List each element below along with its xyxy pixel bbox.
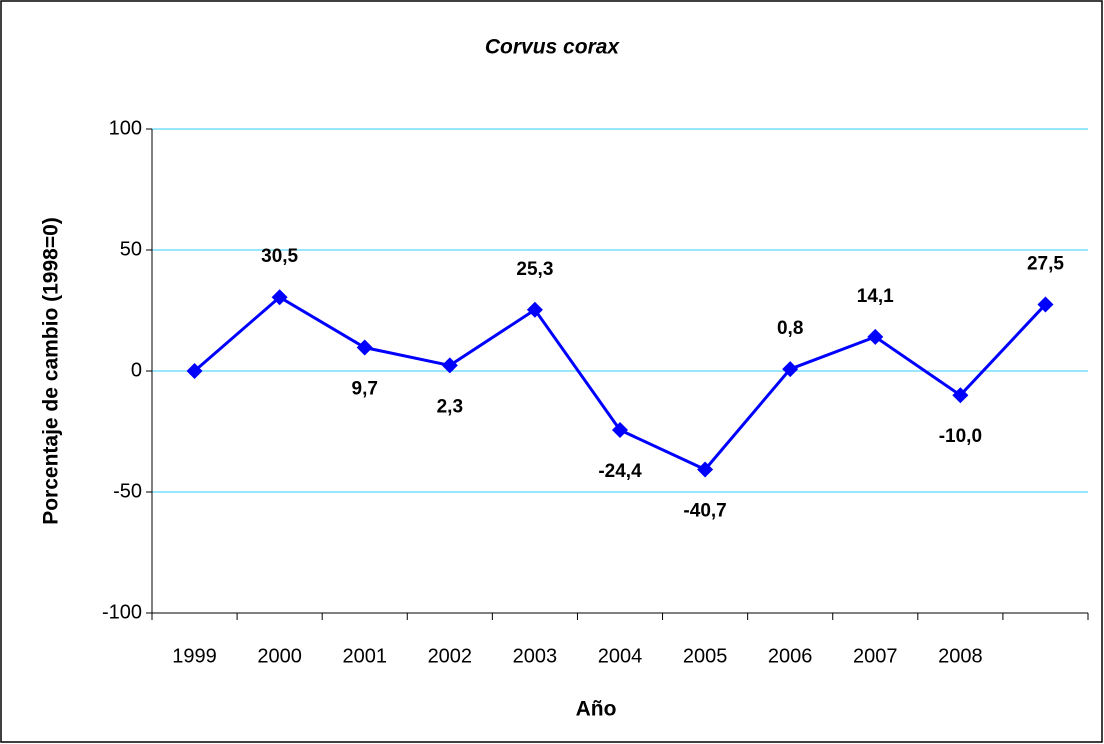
y-tick-label: -100 <box>102 601 142 623</box>
chart-title: Corvus corax <box>485 36 621 59</box>
y-tick-label: 0 <box>131 359 142 381</box>
x-tick-label: 2000 <box>257 645 302 667</box>
data-point <box>441 357 458 374</box>
x-tick-label: 2002 <box>428 645 473 667</box>
data-label: 27,5 <box>1027 253 1064 274</box>
y-tick-label: 50 <box>120 238 142 260</box>
y-tick-label: 100 <box>109 117 142 139</box>
x-axis-label: Año <box>576 698 617 721</box>
data-label: -10,0 <box>939 426 982 447</box>
data-label: 30,5 <box>261 246 298 267</box>
y-axis-label: Porcentaje de cambio (1998=0) <box>40 217 63 525</box>
data-point <box>612 422 628 439</box>
x-tick-label: 2005 <box>683 645 728 667</box>
data-label: -24,4 <box>598 461 642 482</box>
data-point <box>186 363 203 379</box>
data-label: -40,7 <box>683 501 726 522</box>
data-label: 14,1 <box>857 286 894 307</box>
data-point <box>271 289 288 306</box>
data-point <box>782 361 799 378</box>
data-point <box>526 301 543 318</box>
data-label: 2,3 <box>437 396 463 417</box>
data-point <box>952 387 969 404</box>
data-label: 0,8 <box>777 318 803 339</box>
data-label: 9,7 <box>352 379 378 400</box>
data-point <box>697 461 714 478</box>
x-tick-label: 2008 <box>938 645 983 667</box>
data-label: 25,3 <box>516 259 553 280</box>
x-tick-label: 2006 <box>768 645 813 667</box>
data-point <box>356 339 373 356</box>
x-tick-label: 2001 <box>342 645 387 667</box>
x-tick-label: 2004 <box>598 645 643 667</box>
x-tick-label: 2007 <box>853 645 898 667</box>
x-tick-label: 1999 <box>172 645 217 667</box>
data-point <box>867 328 884 345</box>
x-tick-label: 2003 <box>513 645 558 667</box>
data-point <box>1037 296 1054 313</box>
y-tick-label: -50 <box>113 480 142 502</box>
